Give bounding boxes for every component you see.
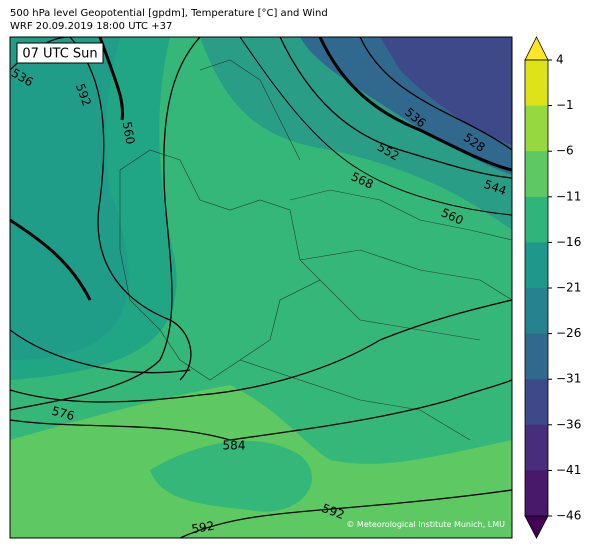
colorbar-tick-label: −1 <box>556 98 574 112</box>
time-box <box>16 42 104 64</box>
colorbar-band <box>525 288 548 335</box>
contour-label: 592 <box>190 519 215 537</box>
map-frame <box>9 36 513 539</box>
colorbar-band <box>525 105 548 152</box>
colorbar-band <box>525 242 548 289</box>
copyright: © Meteorological Institute Munich, LMU <box>346 520 505 529</box>
colorbar-tick-label: 4 <box>556 53 564 67</box>
title: 500 hPa level Geopotential [gpdm], Tempe… <box>10 8 328 19</box>
colorbar-band <box>525 151 548 198</box>
colorbar-band <box>525 470 548 517</box>
colorbar-tick-label: −6 <box>556 144 574 158</box>
colorbar-under <box>524 515 549 539</box>
colorbar-band <box>525 424 548 471</box>
colorbar-band <box>525 60 548 107</box>
colorbar-tick-label: −36 <box>556 417 581 431</box>
colorbar-over <box>524 36 549 61</box>
contour-label: 584 <box>223 439 246 453</box>
colorbar-band <box>525 196 548 243</box>
time-label: 07 UTC Sun <box>22 47 97 62</box>
colorbar-tick-label: −31 <box>556 372 581 386</box>
colorbar-tick-label: −11 <box>556 189 581 203</box>
colorbar: 4 −1 −6 −11 −16 −21 −26 −31 −36 −41 −46 <box>524 36 581 539</box>
colorbar-tick-label: −41 <box>556 463 581 477</box>
colorbar-tick-label: −21 <box>556 281 581 295</box>
colorbar-tick-label: −46 <box>556 509 581 523</box>
contour-label: 576 <box>50 404 76 423</box>
colorbar-tick-label: −26 <box>556 326 581 340</box>
colorbar-tick-label: −16 <box>556 235 581 249</box>
colorbar-band <box>525 379 548 426</box>
colorbar-band <box>525 333 548 380</box>
contour-label: 560 <box>120 120 138 145</box>
subtitle: WRF 20.09.2019 18:00 UTC +37 <box>10 21 172 32</box>
